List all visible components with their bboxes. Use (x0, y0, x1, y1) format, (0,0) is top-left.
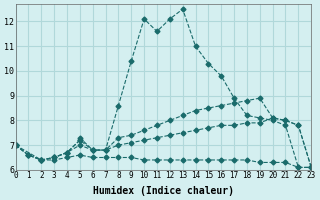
X-axis label: Humidex (Indice chaleur): Humidex (Indice chaleur) (93, 186, 234, 196)
